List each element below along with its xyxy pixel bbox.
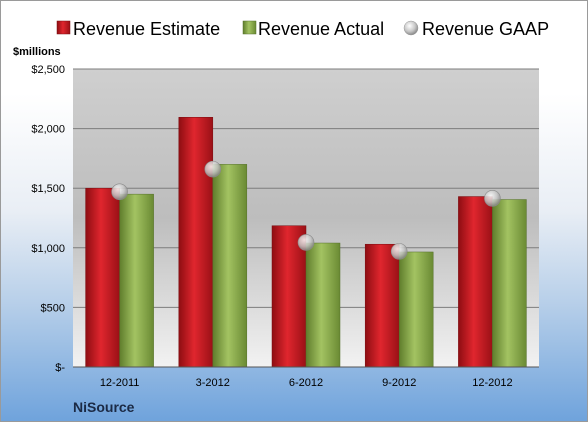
company-name: NiSource	[73, 399, 135, 415]
bar-revenue-actual	[398, 251, 434, 368]
legend-label-revenue-gaap: Revenue GAAP	[422, 19, 549, 39]
marker-revenue-gaap	[297, 234, 315, 251]
bar-revenue-estimate	[178, 117, 214, 368]
legend-label-revenue-estimate: Revenue Estimate	[73, 19, 220, 39]
x-tick-label: 12-2012	[472, 377, 512, 389]
marker-revenue-gaap	[111, 183, 128, 201]
x-tick-label: 3-2012	[196, 377, 230, 389]
bar-revenue-actual	[305, 242, 341, 368]
bars	[85, 117, 527, 368]
marker-revenue-gaap	[204, 160, 222, 178]
x-axis-ticks: 12-2011 3-2012 6-2012 9-2012 12-2012	[100, 377, 513, 389]
gaap-markers	[111, 160, 501, 260]
legend-swatch-revenue-gaap	[403, 20, 419, 36]
bar-revenue-actual	[492, 199, 527, 368]
y-tick-label: $2,000	[31, 124, 65, 136]
y-tick-label: $500	[41, 302, 65, 314]
x-tick-label: 6-2012	[289, 377, 323, 389]
y-tick-label: $1,000	[31, 243, 65, 255]
legend-label-revenue-actual: Revenue Actual	[258, 19, 384, 39]
bar-revenue-estimate	[364, 243, 400, 368]
bar-revenue-actual	[119, 193, 154, 368]
x-tick-label: 9-2012	[382, 377, 416, 389]
legend: Revenue Estimate Revenue Actual Revenue …	[56, 19, 549, 39]
marker-revenue-gaap	[484, 190, 501, 207]
y-axis-ticks: $- $500 $1,000 $1,500 $2,000 $2,500	[31, 64, 65, 374]
bar-revenue-actual	[212, 164, 248, 368]
marker-revenue-gaap	[390, 243, 408, 260]
legend-swatch-revenue-estimate	[56, 20, 71, 35]
bar-revenue-estimate	[85, 187, 120, 368]
bar-revenue-estimate	[458, 196, 493, 368]
y-tick-label: $-	[55, 362, 65, 374]
legend-swatch-revenue-actual	[242, 20, 257, 35]
y-tick-label: $1,500	[31, 183, 65, 195]
x-tick-label: 12-2011	[100, 377, 140, 389]
y-unit-label: $millions	[13, 46, 61, 58]
y-tick-label: $2,500	[31, 64, 65, 76]
